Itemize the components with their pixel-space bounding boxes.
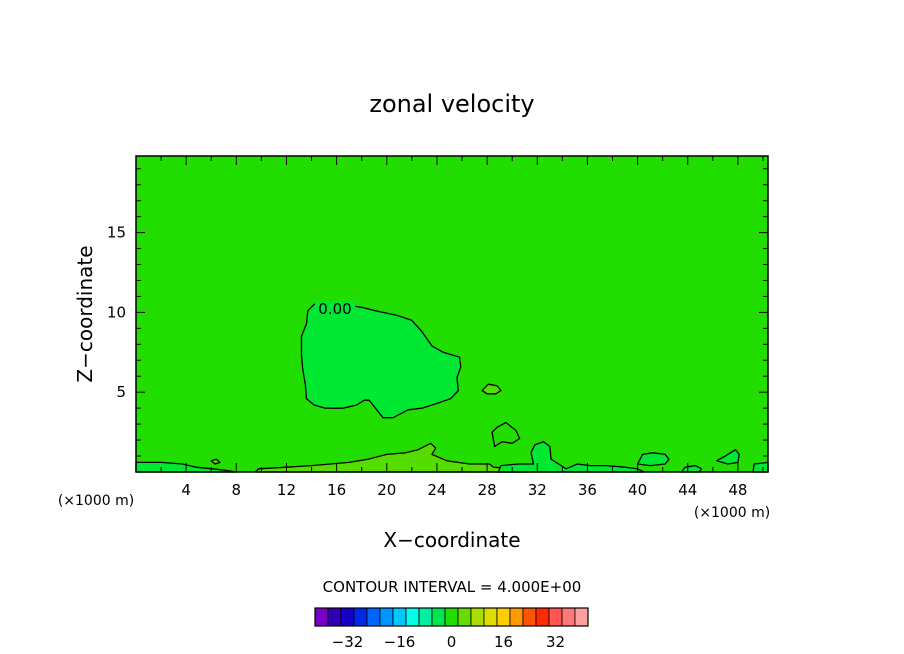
x-tick-label: 12	[277, 481, 296, 499]
y-tick-label: 15	[107, 224, 126, 242]
colorbar-swatch	[574, 607, 589, 627]
colorbar-swatch	[444, 607, 459, 627]
colorbar-swatch	[379, 607, 394, 627]
x-tick-label: 32	[528, 481, 547, 499]
colorbar-labels: −32 −16 0 16 32	[332, 633, 565, 651]
x-tick-label: 4	[181, 481, 191, 499]
colorbar-swatch	[327, 607, 342, 627]
colorbar-swatch	[522, 607, 537, 627]
y-tick-label: 10	[107, 303, 126, 321]
y-axis-label: Z−coordinate	[73, 245, 97, 382]
colorbar-tick-label: −32	[332, 633, 364, 651]
x-tick-label: 48	[728, 481, 747, 499]
colorbar-swatch	[483, 607, 498, 627]
colorbar-swatch	[353, 607, 368, 627]
colorbar-swatch	[496, 607, 511, 627]
x-tick-label: 28	[478, 481, 497, 499]
colorbar-swatch	[340, 607, 355, 627]
contour-region-ground-mid	[497, 441, 645, 473]
contour-label-background	[315, 301, 355, 317]
colorbar-title: CONTOUR INTERVAL = 4.000E+00	[323, 578, 582, 596]
colorbar-tick-label: 0	[447, 633, 457, 651]
contour-region-ground-right	[636, 452, 670, 467]
colorbar-swatch	[535, 607, 550, 627]
colorbar-swatch	[457, 607, 472, 627]
contour-region-blob-29	[491, 421, 521, 448]
colorbar-swatch	[405, 607, 420, 627]
x-axis-label: X−coordinate	[383, 528, 520, 552]
x-tick-label: 40	[628, 481, 647, 499]
colorbar-tick-label: 32	[546, 633, 565, 651]
contour-region-ground-band	[254, 442, 528, 473]
contour-label: 0.00	[318, 300, 351, 318]
colorbar-swatch	[470, 607, 485, 627]
contour-region-ground-edge	[752, 461, 769, 473]
contour-region-main-cell	[300, 302, 462, 419]
x-tick-label: 24	[427, 481, 446, 499]
colorbar-tick-label: 16	[494, 633, 513, 651]
colorbar	[314, 607, 589, 627]
colorbar-swatch	[509, 607, 524, 627]
x-tick-labels: 4 8 12 16 20 24 28 32 36 40 44 48	[181, 481, 747, 499]
plot-field	[136, 156, 768, 472]
x-tick-label: 36	[578, 481, 597, 499]
x-tick-label: 16	[327, 481, 346, 499]
x-unit-label-left: (×1000 m)	[58, 493, 134, 509]
contour-region-small-6	[210, 458, 221, 465]
colorbar-swatch	[366, 607, 381, 627]
colorbar-swatch	[392, 607, 407, 627]
x-unit-label-right: (×1000 m)	[694, 505, 770, 521]
colorbar-swatch	[314, 607, 329, 627]
x-tick-label: 20	[377, 481, 396, 499]
plot-frame	[135, 155, 769, 473]
colorbar-swatch	[548, 607, 563, 627]
x-tick-label: 8	[232, 481, 242, 499]
colorbar-tick-label: −16	[384, 633, 416, 651]
axis-ticks	[136, 156, 768, 472]
y-tick-labels: 5 10 15	[107, 224, 126, 402]
y-tick-label: 5	[116, 383, 126, 401]
chart-title: zonal velocity	[369, 90, 534, 118]
x-tick-label: 44	[678, 481, 697, 499]
colorbar-outline	[314, 607, 589, 627]
colorbar-swatch	[431, 607, 446, 627]
colorbar-swatch	[418, 607, 433, 627]
contour-region-blob-28	[481, 383, 502, 395]
colorbar-swatch	[561, 607, 576, 627]
contour-region-small-46	[715, 449, 740, 465]
